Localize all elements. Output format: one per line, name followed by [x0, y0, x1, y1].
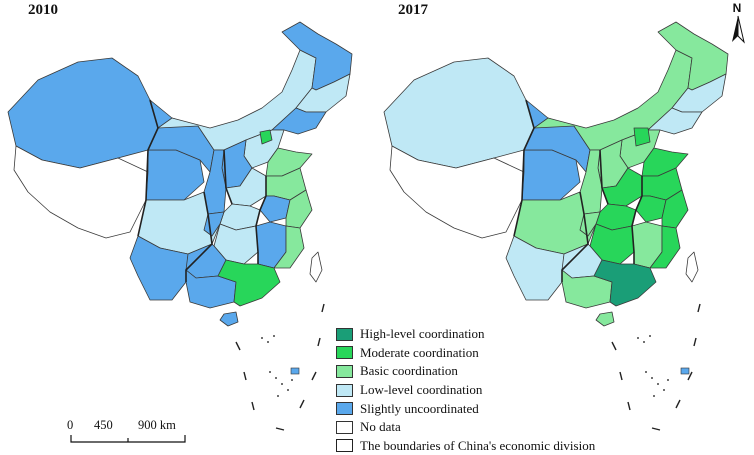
- north-label: N: [732, 1, 742, 15]
- scale-label-900: 900 km: [138, 418, 176, 432]
- region-tibet: [389, 145, 525, 239]
- legend-item: No data: [336, 418, 666, 437]
- map-title-2017: 2017: [398, 2, 428, 18]
- region-beijing: [633, 127, 651, 147]
- legend-label: The boundaries of China's economic divis…: [360, 437, 596, 453]
- legend-label: No data: [360, 419, 401, 435]
- island-inset: [290, 367, 300, 375]
- legend-swatch: [336, 420, 353, 434]
- economic-division-boundary: [137, 99, 267, 282]
- legend-swatch: [336, 346, 353, 360]
- region-guangdong: [217, 259, 281, 307]
- legend-item: The boundaries of China's economic divis…: [336, 437, 666, 455]
- china-map-2010: [7, 21, 353, 431]
- legend-label: Low-level coordination: [360, 382, 483, 398]
- scale-label-0: 0: [67, 418, 74, 432]
- south-china-sea-dashes: [611, 303, 701, 431]
- legend-label: High-level coordination: [360, 326, 485, 342]
- south-china-sea-islands: [261, 335, 293, 397]
- scale-bar: 0 450 900 km: [58, 418, 198, 448]
- region-yunnan: [129, 235, 189, 301]
- legend-swatch: [336, 402, 353, 416]
- legend-label: Moderate coordination: [360, 344, 479, 360]
- south-china-sea-dashes: [235, 303, 325, 431]
- legend-label: Basic coordination: [360, 363, 458, 379]
- legend-item: Moderate coordination: [336, 344, 666, 363]
- scale-bar-line: [70, 435, 186, 443]
- region-tibet: [13, 145, 149, 239]
- china-map-2017: [383, 21, 729, 431]
- legend-item: Basic coordination: [336, 362, 666, 381]
- north-arrow-icon: [732, 15, 745, 44]
- region-hainan: [595, 311, 615, 327]
- region-fujian: [273, 225, 305, 269]
- legend-swatch: [336, 327, 353, 341]
- region-guangdong: [593, 259, 657, 307]
- legend-item: Low-level coordination: [336, 381, 666, 400]
- region-taiwan: [309, 251, 323, 283]
- legend-swatch: [336, 383, 353, 397]
- south-china-sea-islands: [637, 335, 669, 397]
- map-title-2010: 2010: [28, 2, 58, 18]
- region-xinjiang: [383, 57, 535, 169]
- region-yunnan: [505, 235, 565, 301]
- region-taiwan: [685, 251, 699, 283]
- region-xinjiang: [7, 57, 159, 169]
- legend-item: Slightly uncoordinated: [336, 399, 666, 418]
- region-hainan: [219, 311, 239, 327]
- region-beijing: [259, 129, 273, 145]
- legend-item: High-level coordination: [336, 325, 666, 344]
- scale-label-450: 450: [94, 418, 113, 432]
- legend: High-level coordination Moderate coordin…: [336, 325, 666, 455]
- legend-label: Slightly uncoordinated: [360, 400, 479, 416]
- legend-swatch: [336, 439, 353, 453]
- economic-division-boundary: [513, 99, 643, 282]
- legend-swatch: [336, 364, 353, 378]
- region-fujian: [649, 225, 681, 269]
- island-inset: [680, 367, 690, 375]
